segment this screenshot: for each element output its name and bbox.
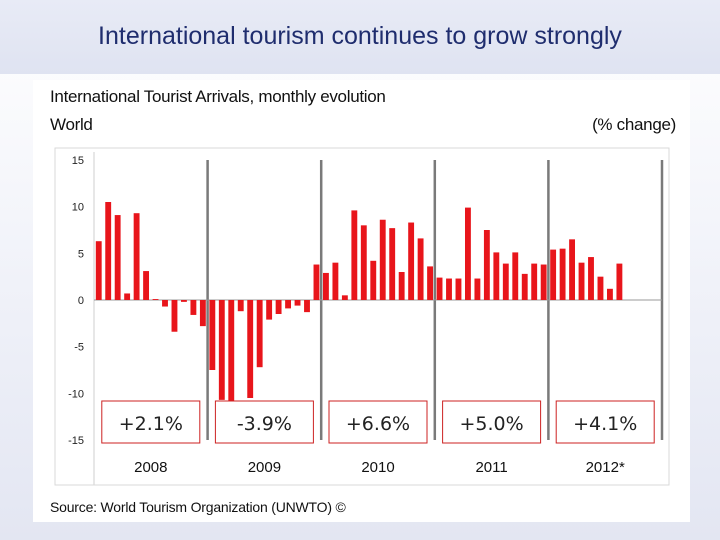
bar bbox=[124, 293, 131, 300]
bar bbox=[171, 300, 178, 332]
bar bbox=[417, 238, 424, 300]
bar bbox=[162, 300, 168, 307]
bar bbox=[531, 263, 538, 300]
bar bbox=[569, 239, 576, 300]
chart-panel bbox=[33, 80, 690, 522]
bar bbox=[597, 276, 604, 300]
bar bbox=[521, 273, 528, 300]
y-tick-label: 0 bbox=[78, 295, 84, 307]
bar bbox=[540, 264, 547, 300]
bar bbox=[588, 257, 594, 300]
bar bbox=[114, 215, 121, 300]
year-label: 2011 bbox=[475, 459, 507, 476]
bar bbox=[152, 299, 159, 300]
bar bbox=[512, 252, 519, 300]
y-tick-label: 15 bbox=[72, 155, 84, 167]
bar bbox=[360, 225, 367, 300]
bar bbox=[228, 300, 235, 414]
bar bbox=[616, 263, 623, 300]
slide-title: International tourism continues to grow … bbox=[98, 22, 622, 50]
bar bbox=[143, 271, 150, 300]
title-bar bbox=[0, 0, 720, 74]
bar bbox=[379, 219, 386, 300]
growth-label-box bbox=[555, 400, 655, 444]
growth-label: +5.0% bbox=[459, 413, 523, 435]
bar bbox=[427, 266, 434, 300]
bar bbox=[483, 230, 490, 300]
bar bbox=[294, 300, 301, 306]
year-label: 2010 bbox=[361, 459, 394, 476]
chart-unit-label: (% change) bbox=[592, 115, 676, 134]
y-tick-label: -15 bbox=[68, 435, 84, 447]
bar bbox=[209, 300, 216, 370]
bar bbox=[313, 264, 320, 300]
bar bbox=[275, 300, 282, 314]
bar bbox=[256, 300, 263, 368]
bar bbox=[247, 300, 254, 398]
bar bbox=[389, 228, 396, 300]
year-label: 2008 bbox=[134, 459, 167, 476]
growth-label-box bbox=[214, 400, 314, 444]
bar bbox=[502, 263, 509, 300]
y-tick-label: -10 bbox=[68, 388, 84, 400]
bar bbox=[606, 288, 613, 300]
bar bbox=[550, 249, 557, 300]
bar bbox=[464, 207, 471, 300]
growth-label: +2.1% bbox=[119, 413, 183, 435]
bar bbox=[190, 300, 197, 315]
bar bbox=[408, 222, 415, 300]
bar bbox=[474, 278, 481, 300]
bar bbox=[446, 278, 452, 300]
bar bbox=[578, 262, 585, 300]
bar bbox=[351, 210, 358, 300]
year-label: 2009 bbox=[248, 459, 281, 476]
bar bbox=[218, 300, 225, 400]
bar bbox=[436, 277, 443, 300]
bar bbox=[455, 278, 462, 300]
bar bbox=[199, 300, 206, 327]
bar bbox=[493, 252, 500, 300]
year-label: 2012* bbox=[586, 459, 625, 476]
growth-label-box bbox=[101, 400, 201, 444]
bar bbox=[285, 300, 292, 309]
source-note: Source: World Tourism Organization (UNWT… bbox=[50, 499, 346, 515]
growth-label: +6.6% bbox=[346, 413, 410, 435]
bar bbox=[95, 241, 102, 300]
growth-label: -3.9% bbox=[237, 413, 292, 435]
y-tick-label: 10 bbox=[72, 202, 84, 214]
bar bbox=[559, 248, 566, 300]
bar bbox=[180, 300, 187, 302]
bar bbox=[266, 300, 273, 320]
growth-label-box bbox=[442, 400, 542, 444]
bar bbox=[133, 213, 140, 300]
bar bbox=[398, 272, 405, 300]
y-tick-label: 5 bbox=[78, 248, 84, 260]
bar bbox=[304, 300, 310, 313]
bar bbox=[370, 260, 377, 300]
bar bbox=[237, 300, 244, 312]
growth-label-box bbox=[328, 400, 428, 444]
chart-region-label: World bbox=[50, 115, 93, 134]
chart-title: International Tourist Arrivals, monthly … bbox=[50, 87, 386, 106]
growth-label: +4.1% bbox=[573, 413, 637, 435]
bar bbox=[341, 295, 348, 300]
bar bbox=[322, 272, 329, 300]
y-tick-label: -5 bbox=[74, 342, 84, 354]
plot-frame bbox=[54, 147, 670, 486]
bar bbox=[105, 202, 112, 300]
bar bbox=[332, 262, 339, 300]
